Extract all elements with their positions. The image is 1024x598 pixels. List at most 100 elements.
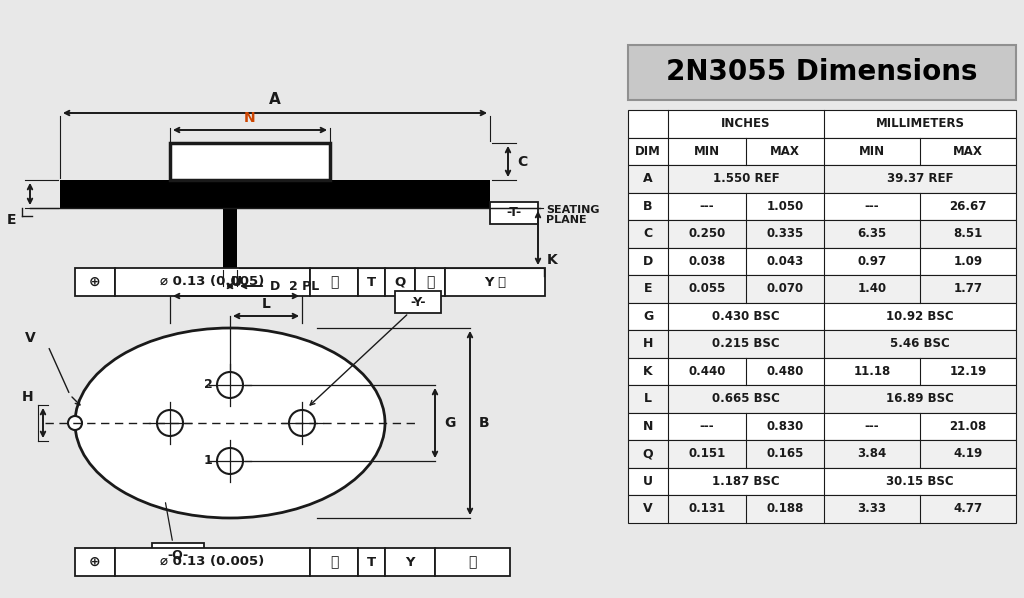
Text: 0.480: 0.480	[766, 365, 804, 378]
Text: N: N	[643, 420, 653, 433]
Bar	[435, 548, 510, 576]
Text: 1.550 REF: 1.550 REF	[713, 172, 779, 185]
Bar	[628, 165, 1016, 193]
Text: B: B	[478, 416, 489, 430]
Text: H: H	[23, 390, 34, 404]
Bar	[628, 193, 1016, 220]
Text: E: E	[644, 282, 652, 295]
Text: G: G	[643, 310, 653, 323]
Bar	[223, 208, 237, 268]
Text: MAX: MAX	[770, 145, 800, 158]
Text: C: C	[643, 227, 652, 240]
Text: V: V	[25, 331, 36, 345]
Text: B: B	[643, 200, 652, 213]
Bar	[170, 143, 330, 180]
Text: INCHES: INCHES	[721, 117, 771, 130]
Ellipse shape	[75, 328, 385, 518]
Text: MAX: MAX	[953, 145, 983, 158]
Text: 0.188: 0.188	[766, 502, 804, 515]
Bar	[628, 275, 1016, 303]
Text: MIN: MIN	[859, 145, 885, 158]
Bar	[628, 440, 1016, 468]
Text: ⊕: ⊕	[89, 555, 100, 569]
Bar	[628, 248, 1016, 275]
Bar	[385, 268, 415, 296]
Circle shape	[68, 416, 82, 430]
Text: V: V	[643, 502, 653, 515]
Text: K: K	[643, 365, 653, 378]
Bar	[75, 548, 115, 576]
Bar	[358, 548, 385, 576]
Text: 0.131: 0.131	[688, 502, 726, 515]
Text: ---: ---	[699, 200, 715, 213]
Text: C: C	[517, 154, 527, 169]
Text: 26.67: 26.67	[949, 200, 987, 213]
Bar	[395, 291, 441, 313]
Text: 0.440: 0.440	[688, 365, 726, 378]
Text: MIN: MIN	[694, 145, 720, 158]
Text: 2: 2	[204, 379, 212, 392]
Text: MILLIMETERS: MILLIMETERS	[876, 117, 965, 130]
Text: ⊕: ⊕	[89, 275, 100, 289]
Text: Ⓜ: Ⓜ	[330, 275, 338, 289]
Text: 0.043: 0.043	[766, 255, 804, 268]
Circle shape	[157, 410, 183, 436]
Bar	[628, 413, 1016, 440]
Circle shape	[217, 372, 243, 398]
Text: -Y-: -Y-	[411, 295, 426, 309]
Bar	[75, 268, 115, 296]
Text: G: G	[444, 416, 456, 430]
Text: 0.038: 0.038	[688, 255, 726, 268]
Text: 0.665 BSC: 0.665 BSC	[712, 392, 780, 405]
Text: 0.151: 0.151	[688, 447, 726, 460]
Text: 16.89 BSC: 16.89 BSC	[886, 392, 954, 405]
Bar	[490, 202, 538, 224]
Bar	[115, 548, 310, 576]
Bar	[445, 268, 545, 296]
Bar	[358, 268, 385, 296]
Bar	[628, 110, 1016, 138]
Text: U: U	[643, 475, 653, 488]
Text: 0.055: 0.055	[688, 282, 726, 295]
Text: -Q-: -Q-	[168, 548, 188, 561]
Text: 2N3055 Dimensions: 2N3055 Dimensions	[667, 59, 978, 87]
Text: ---: ---	[864, 200, 880, 213]
Text: A: A	[643, 172, 653, 185]
Text: DIM: DIM	[635, 145, 660, 158]
Bar	[628, 220, 1016, 248]
Text: ⌀ 0.13 (0.005): ⌀ 0.13 (0.005)	[161, 556, 264, 569]
Bar	[385, 548, 435, 576]
Bar	[628, 45, 1016, 100]
Text: 12.19: 12.19	[949, 365, 987, 378]
Bar	[628, 138, 1016, 165]
Bar	[60, 180, 490, 208]
Text: 0.070: 0.070	[766, 282, 804, 295]
Text: Y Ⓜ: Y Ⓜ	[484, 276, 506, 288]
Text: 4.77: 4.77	[953, 502, 983, 515]
Text: 3.84: 3.84	[857, 447, 887, 460]
Text: L: L	[261, 297, 270, 311]
Text: 0.830: 0.830	[766, 420, 804, 433]
Text: D: D	[643, 255, 653, 268]
Text: ---: ---	[864, 420, 880, 433]
Text: 0.97: 0.97	[857, 255, 887, 268]
Text: T: T	[367, 276, 376, 288]
Circle shape	[289, 410, 315, 436]
Text: 1.187 BSC: 1.187 BSC	[712, 475, 780, 488]
Text: 4.19: 4.19	[953, 447, 983, 460]
Bar	[152, 543, 204, 566]
Bar	[415, 268, 445, 296]
Text: 10.92 BSC: 10.92 BSC	[886, 310, 953, 323]
Text: 0.215 BSC: 0.215 BSC	[712, 337, 780, 350]
Text: 1.40: 1.40	[857, 282, 887, 295]
Text: K: K	[547, 253, 557, 267]
Bar	[628, 303, 1016, 330]
Text: Ⓜ: Ⓜ	[426, 275, 434, 289]
Text: 30.15 BSC: 30.15 BSC	[886, 475, 953, 488]
Text: T: T	[367, 556, 376, 569]
Text: L: L	[644, 392, 652, 405]
Text: 39.37 REF: 39.37 REF	[887, 172, 953, 185]
Text: A: A	[269, 91, 281, 106]
Bar	[628, 468, 1016, 495]
Bar	[628, 358, 1016, 385]
